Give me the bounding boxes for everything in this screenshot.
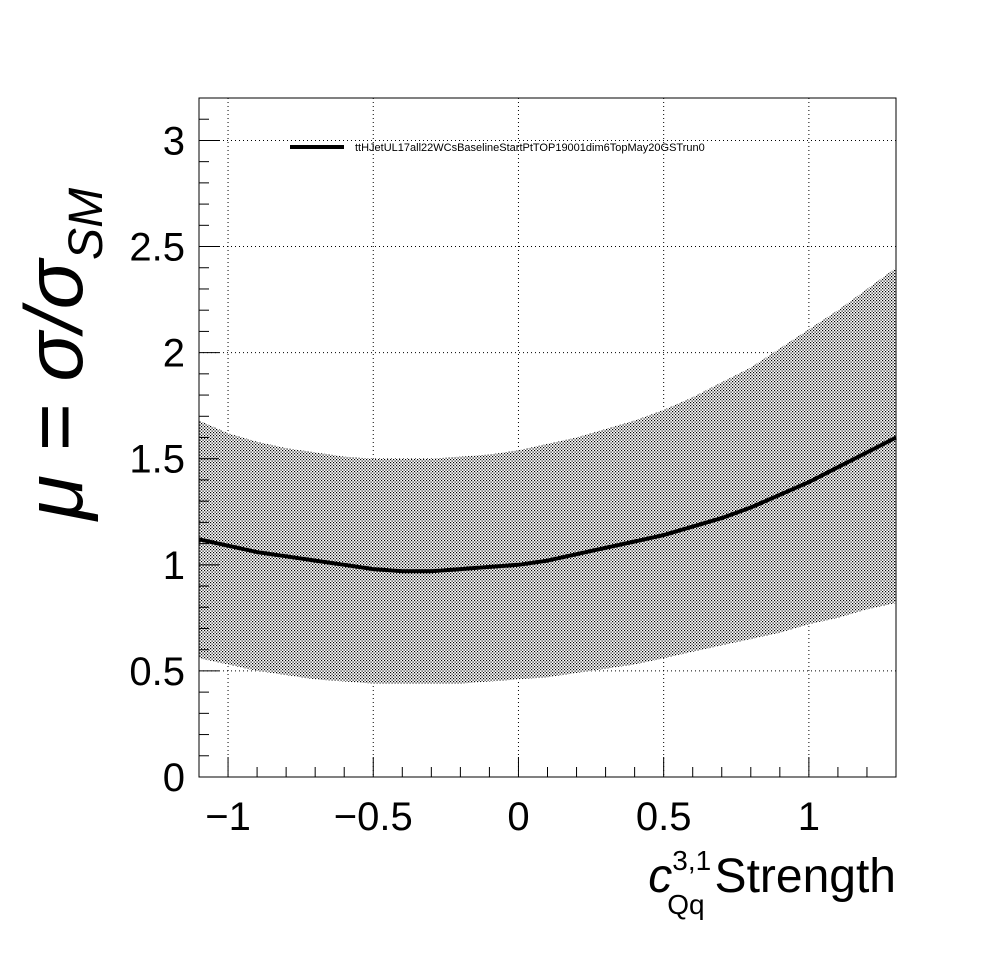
y-tick-label: 1 [163,544,185,588]
x-axis-title-superscript: 3,1 [672,845,711,876]
tick-labels: −1 −0.5 0 0.5 1 0 0.5 1 1.5 2 2.5 3 [129,119,820,839]
axis-ticks [198,97,897,778]
x-tick-label: 1 [798,795,820,839]
y-tick-label: 0 [163,756,185,800]
y-tick-label: 1.5 [129,438,185,482]
y-tick-label: 2.5 [129,226,185,270]
uncertainty-band-layer [199,267,896,684]
series-line-layer [198,435,897,574]
y-tick-label: 2 [163,332,185,376]
series-line [198,435,897,574]
legend-label: ttHJetUL17all22WCsBaselineStartPtTOP1900… [355,142,705,154]
x-axis-title: c3,1 Qq Strength [648,845,896,920]
x-tick-label: 0.5 [636,795,692,839]
y-tick-label: 3 [163,119,185,163]
y-tick-label: 0.5 [129,650,185,694]
x-axis-title-subscript: Qq [667,889,704,920]
x-tick-label: −0.5 [334,795,413,839]
legend: ttHJetUL17all22WCsBaselineStartPtTOP1900… [290,142,705,154]
uncertainty-band [199,267,896,684]
x-axis-title-symbol: c [648,850,672,903]
x-axis-title-suffix: Strength [715,850,896,903]
y-axis-title-main: μ = σ/σ [9,256,100,522]
x-tick-label: 0 [507,795,529,839]
x-tick-label: −1 [205,795,251,839]
y-axis-title: μ = σ/σSM [9,188,113,522]
y-axis-title-subscript: SM [60,188,113,260]
